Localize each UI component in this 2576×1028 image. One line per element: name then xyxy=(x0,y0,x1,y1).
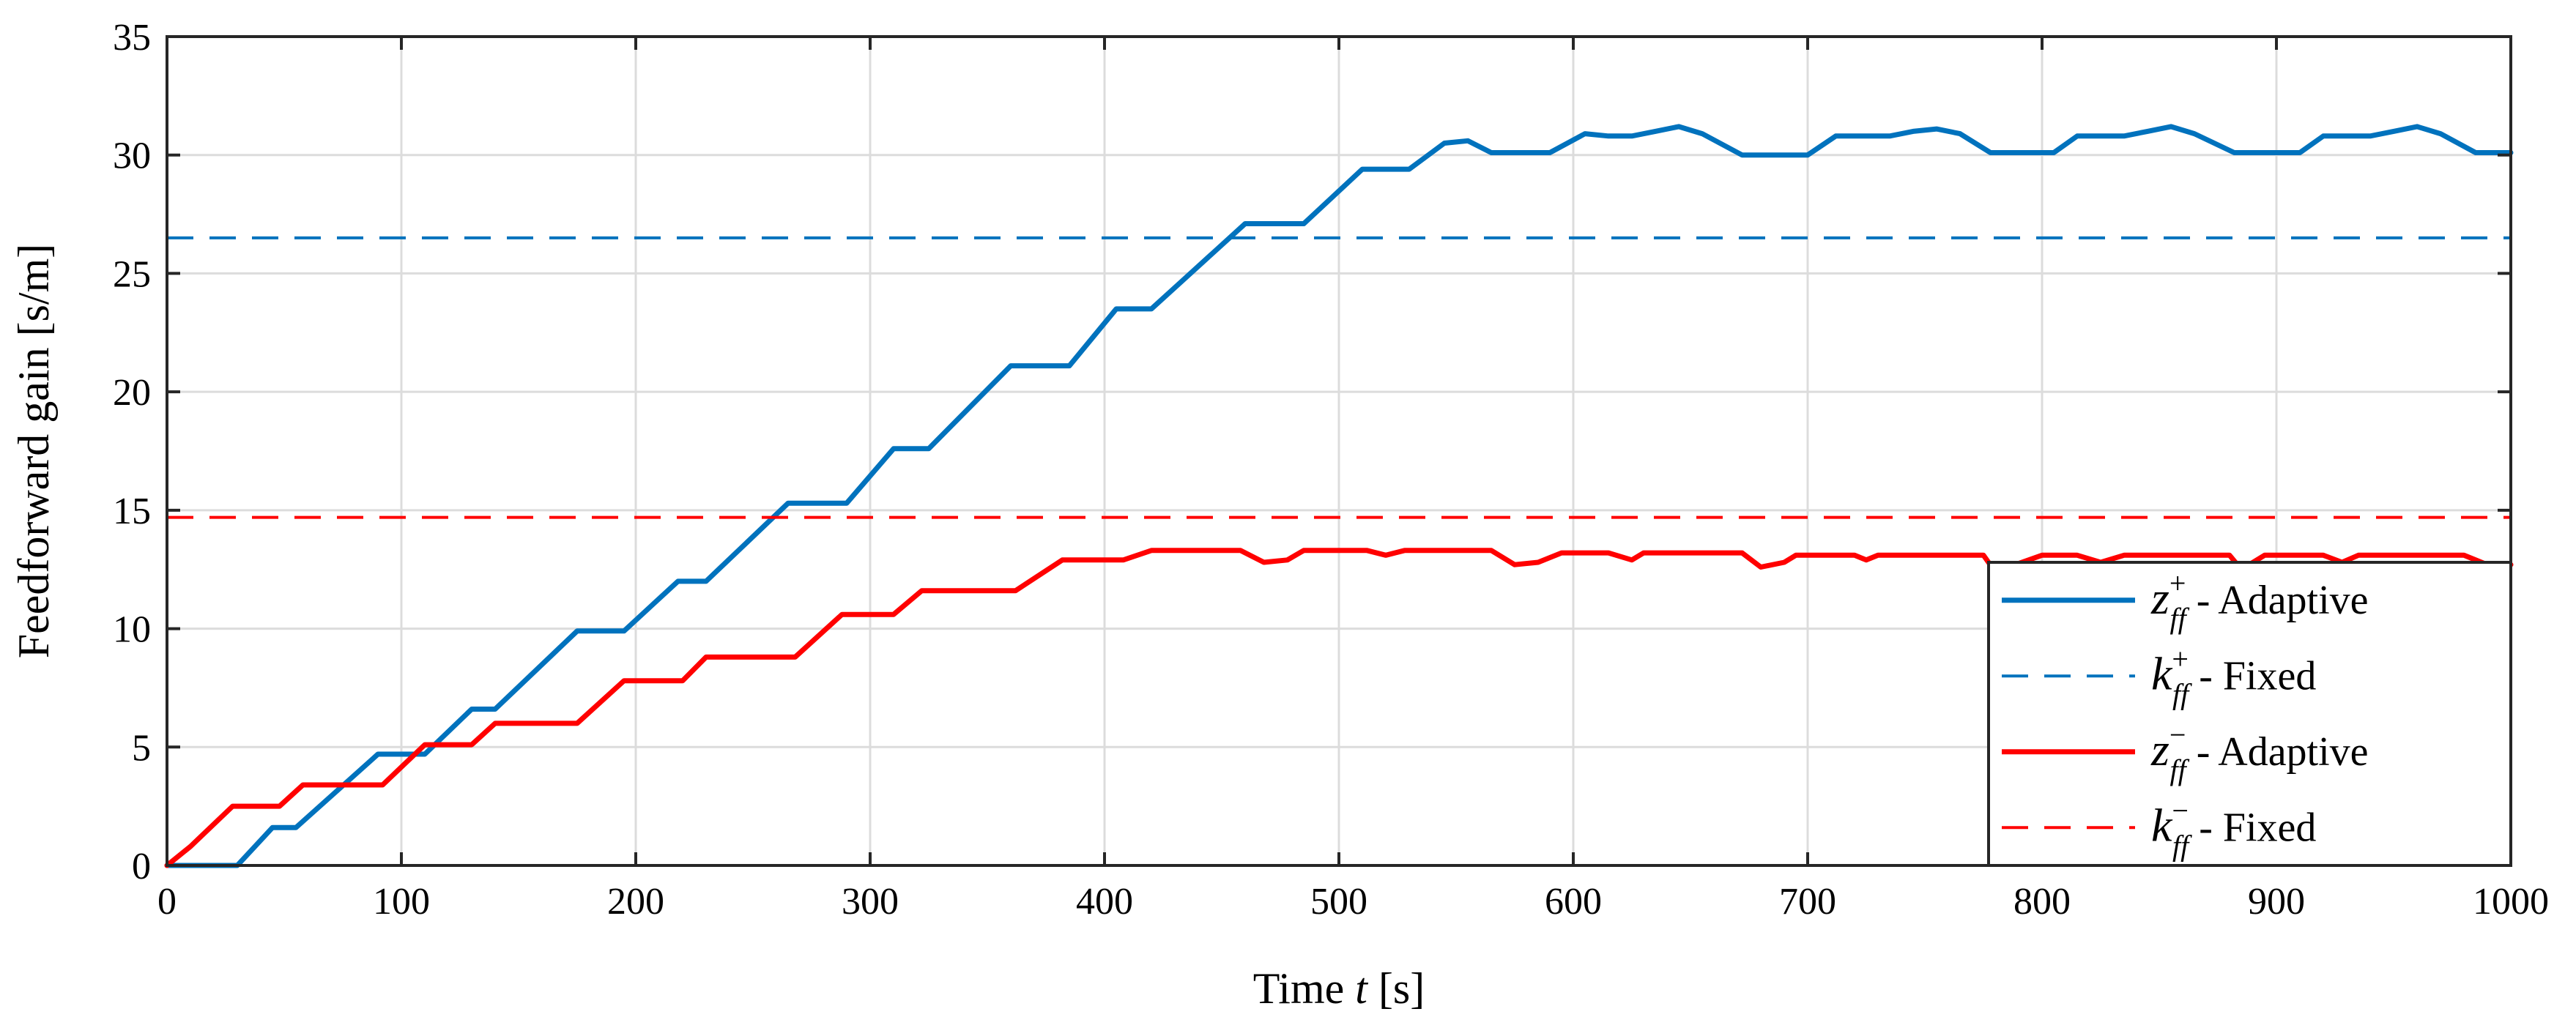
x-tick-label: 200 xyxy=(607,881,664,923)
x-tick-label: 900 xyxy=(2248,881,2305,923)
axis-ticks: 0 100 200 300 400 500 600 700 800 900 1000 0 5 10 15 20… xyxy=(113,17,2549,923)
legend-entry: k− ff - Fixed xyxy=(2151,794,2316,862)
series-line-z-ff-adaptive xyxy=(164,124,2514,868)
legend-label: - Fixed xyxy=(2189,653,2316,699)
x-tick-label: 700 xyxy=(1779,881,1836,923)
legend-box xyxy=(1987,561,2512,867)
x-tick-label: 1000 xyxy=(2473,881,2549,923)
legend-entry: k+ ff - Fixed xyxy=(2151,642,2316,710)
legend-superscript: + xyxy=(2169,567,2186,600)
x-tick-label: 0 xyxy=(157,881,177,923)
plot-lines xyxy=(164,124,2514,868)
y-tick-label: 5 xyxy=(132,727,151,769)
legend-variable: k xyxy=(2151,799,2173,851)
legend-variable: k xyxy=(2151,647,2173,699)
series-line-z-ff-adaptive xyxy=(164,548,2514,868)
x-tick-label: 500 xyxy=(1310,881,1367,923)
x-tick-label: 800 xyxy=(2013,881,2071,923)
y-tick-label: 0 xyxy=(132,846,151,887)
x-tick-label: 300 xyxy=(842,881,899,923)
x-axis-label: Time t [s] xyxy=(1253,964,1425,1013)
y-tick-label: 35 xyxy=(113,17,151,59)
x-tick-label: 600 xyxy=(1545,881,1602,923)
y-tick-label: 30 xyxy=(113,135,151,177)
legend-superscript: − xyxy=(2172,794,2189,827)
legend-entry: z+ ff - Adaptive xyxy=(2150,567,2369,635)
legend-label: - Adaptive xyxy=(2186,729,2369,775)
legend-label: - Fixed xyxy=(2189,805,2316,850)
x-axis-label-prefix: Time xyxy=(1253,964,1356,1013)
legend-label: - Adaptive xyxy=(2186,578,2369,623)
x-tick-label: 400 xyxy=(1076,881,1133,923)
y-tick-label: 10 xyxy=(113,609,151,651)
legend-variable: z xyxy=(2150,572,2169,624)
x-axis-label-variable: t xyxy=(1355,964,1368,1013)
legend-superscript: − xyxy=(2169,718,2186,751)
legend: z+ ff - Adaptive k+ ff - Fixed z− ff - Adapti… xyxy=(1987,561,2512,867)
legend-entry: z− ff - Adaptive xyxy=(2150,718,2369,786)
y-tick-label: 15 xyxy=(113,491,151,532)
y-tick-label: 20 xyxy=(113,372,151,414)
legend-superscript: + xyxy=(2172,642,2189,675)
legend-variable: z xyxy=(2150,723,2169,775)
y-axis-label: Feedforward gain [s/m] xyxy=(10,244,58,658)
y-tick-label: 25 xyxy=(113,253,151,295)
x-tick-label: 100 xyxy=(373,881,430,923)
x-axis-label-unit: [s] xyxy=(1367,964,1425,1013)
